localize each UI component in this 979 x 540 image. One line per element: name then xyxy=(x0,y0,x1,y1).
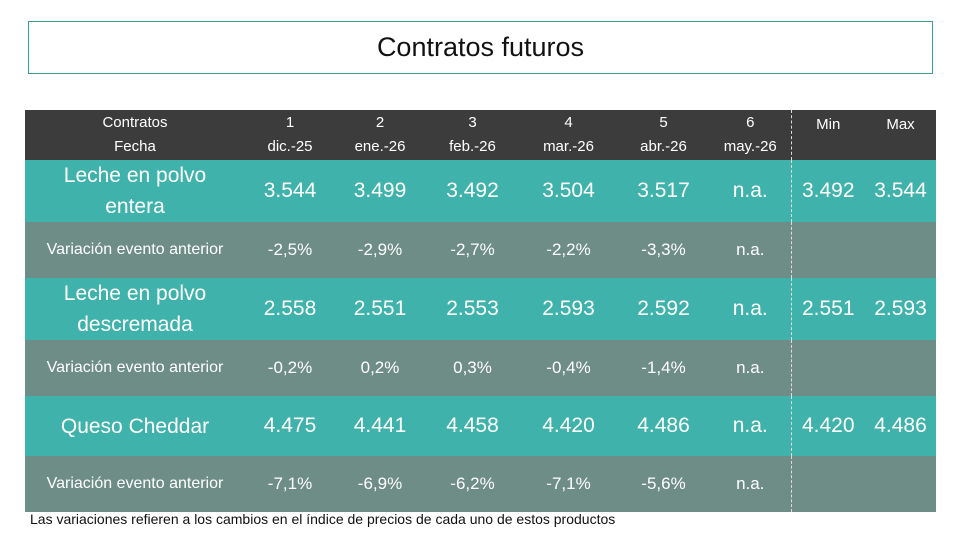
futures-table: Contratos Fecha 1 dic.-25 2 ene.-26 3 feb.-… xyxy=(25,110,936,512)
price-cell: 3.504 xyxy=(542,179,595,202)
max-cell: 4.486 xyxy=(874,414,927,437)
header-col-num: 6 xyxy=(746,114,755,131)
header-col-date: ene.-26 xyxy=(354,138,406,155)
product-name-line2: descremada xyxy=(77,313,193,336)
price-cell: 2.553 xyxy=(446,297,499,320)
price-cell: 2.593 xyxy=(542,297,595,320)
header-col-date: abr.-26 xyxy=(640,138,687,155)
price-cell: n.a. xyxy=(732,297,768,320)
price-cell: 4.458 xyxy=(446,414,499,437)
price-cell: 4.475 xyxy=(263,414,317,437)
variation-row-leche-entera: Variación evento anterior -2,5% -2,9% -2… xyxy=(25,222,936,278)
price-cell: 2.558 xyxy=(263,297,317,320)
header-col-num: 3 xyxy=(468,114,477,131)
header-col-num: 5 xyxy=(659,114,668,131)
empty-cell xyxy=(865,340,936,396)
product-row-leche-descremada: Leche en polvo descremada 2.558 2.551 2.… xyxy=(25,278,936,340)
header-col-6: 6 may.-26 xyxy=(710,110,791,160)
header-col-date: mar.-26 xyxy=(543,138,594,155)
header-row: Contratos Fecha 1 dic.-25 2 ene.-26 3 feb.-… xyxy=(25,110,936,160)
header-max: Max xyxy=(886,116,915,133)
variation-row-queso-cheddar: Variación evento anterior -7,1% -6,9% -6… xyxy=(25,456,936,512)
variation-label: Variación evento anterior xyxy=(46,475,224,492)
header-min: Min xyxy=(790,110,865,160)
variation-cell: -0,2% xyxy=(267,358,313,377)
footnote: Las variaciones refieren a los cambios e… xyxy=(30,511,616,527)
header-contracts-date: Contratos Fecha xyxy=(25,110,245,160)
product-row-leche-entera: Leche en polvo entera 3.544 3.499 3.492 … xyxy=(25,160,936,222)
variation-cell: -7,1% xyxy=(267,474,313,493)
max-cell: 2.593 xyxy=(874,297,927,320)
header-contracts-label: Contratos xyxy=(102,114,168,131)
variation-cell: -2,5% xyxy=(267,240,313,259)
price-cell: 4.420 xyxy=(542,414,595,437)
variation-cell: n.a. xyxy=(736,474,765,493)
variation-cell: -2,2% xyxy=(546,240,591,259)
price-cell: 3.492 xyxy=(446,179,499,202)
variation-label: Variación evento anterior xyxy=(46,359,224,376)
product-name-line1: Leche en polvo xyxy=(63,282,207,305)
header-col-num: 1 xyxy=(285,114,295,131)
price-cell: 2.551 xyxy=(353,297,407,320)
price-cell: n.a. xyxy=(732,179,768,202)
variation-cell: 0,3% xyxy=(453,358,492,377)
min-cell: 3.492 xyxy=(790,160,865,222)
header-col-num: 2 xyxy=(375,114,385,131)
price-cell: 2.592 xyxy=(637,297,690,320)
variation-cell: -5,6% xyxy=(641,474,686,493)
variation-cell: -2,7% xyxy=(450,240,495,259)
empty-cell xyxy=(865,456,936,512)
product-name-line2: entera xyxy=(105,195,165,218)
variation-cell: -3,3% xyxy=(641,240,686,259)
variation-row-leche-descremada: Variación evento anterior -0,2% 0,2% 0,3… xyxy=(25,340,936,396)
product-name: Leche en polvo entera xyxy=(25,160,245,222)
min-cell: 4.420 xyxy=(790,396,865,456)
header-col-4: 4 mar.-26 xyxy=(520,110,617,160)
variation-cell: -6,2% xyxy=(450,474,495,493)
price-cell: n.a. xyxy=(732,414,768,437)
header-col-1: 1 dic.-25 xyxy=(245,110,335,160)
header-col-date: dic.-25 xyxy=(267,138,313,155)
header-col-2: 2 ene.-26 xyxy=(335,110,425,160)
variation-cell: -6,9% xyxy=(357,474,403,493)
variation-cell: n.a. xyxy=(736,240,765,259)
variation-cell: 0,2% xyxy=(360,358,400,377)
empty-cell xyxy=(790,340,865,396)
price-cell: 3.544 xyxy=(263,179,317,202)
price-cell: 4.441 xyxy=(353,414,407,437)
product-name: Leche en polvo descremada xyxy=(25,278,245,340)
variation-cell: -7,1% xyxy=(546,474,591,493)
product-name: Queso Cheddar xyxy=(60,414,210,438)
price-cell: 3.517 xyxy=(637,179,690,202)
header-col-date: feb.-26 xyxy=(449,138,496,155)
variation-label: Variación evento anterior xyxy=(46,241,224,258)
page-title: Contratos futuros xyxy=(28,21,933,74)
empty-cell xyxy=(790,222,865,278)
variation-cell: -2,9% xyxy=(357,240,403,259)
product-name-line1: Leche en polvo xyxy=(63,164,207,187)
empty-cell xyxy=(790,456,865,512)
min-cell: 2.551 xyxy=(790,278,865,340)
variation-cell: n.a. xyxy=(736,358,765,377)
product-row-queso-cheddar: Queso Cheddar 4.475 4.441 4.458 4.420 4.… xyxy=(25,396,936,456)
price-cell: 4.486 xyxy=(637,414,690,437)
header-col-3: 3 feb.-26 xyxy=(425,110,520,160)
header-col-num: 4 xyxy=(564,114,573,131)
variation-cell: -1,4% xyxy=(641,358,686,377)
header-col-date: may.-26 xyxy=(723,138,777,155)
header-col-5: 5 abr.-26 xyxy=(617,110,710,160)
variation-cell: -0,4% xyxy=(546,358,591,377)
header-date-label: Fecha xyxy=(114,138,156,155)
price-cell: 3.499 xyxy=(353,179,407,202)
empty-cell xyxy=(865,222,936,278)
max-cell: 3.544 xyxy=(874,179,927,202)
